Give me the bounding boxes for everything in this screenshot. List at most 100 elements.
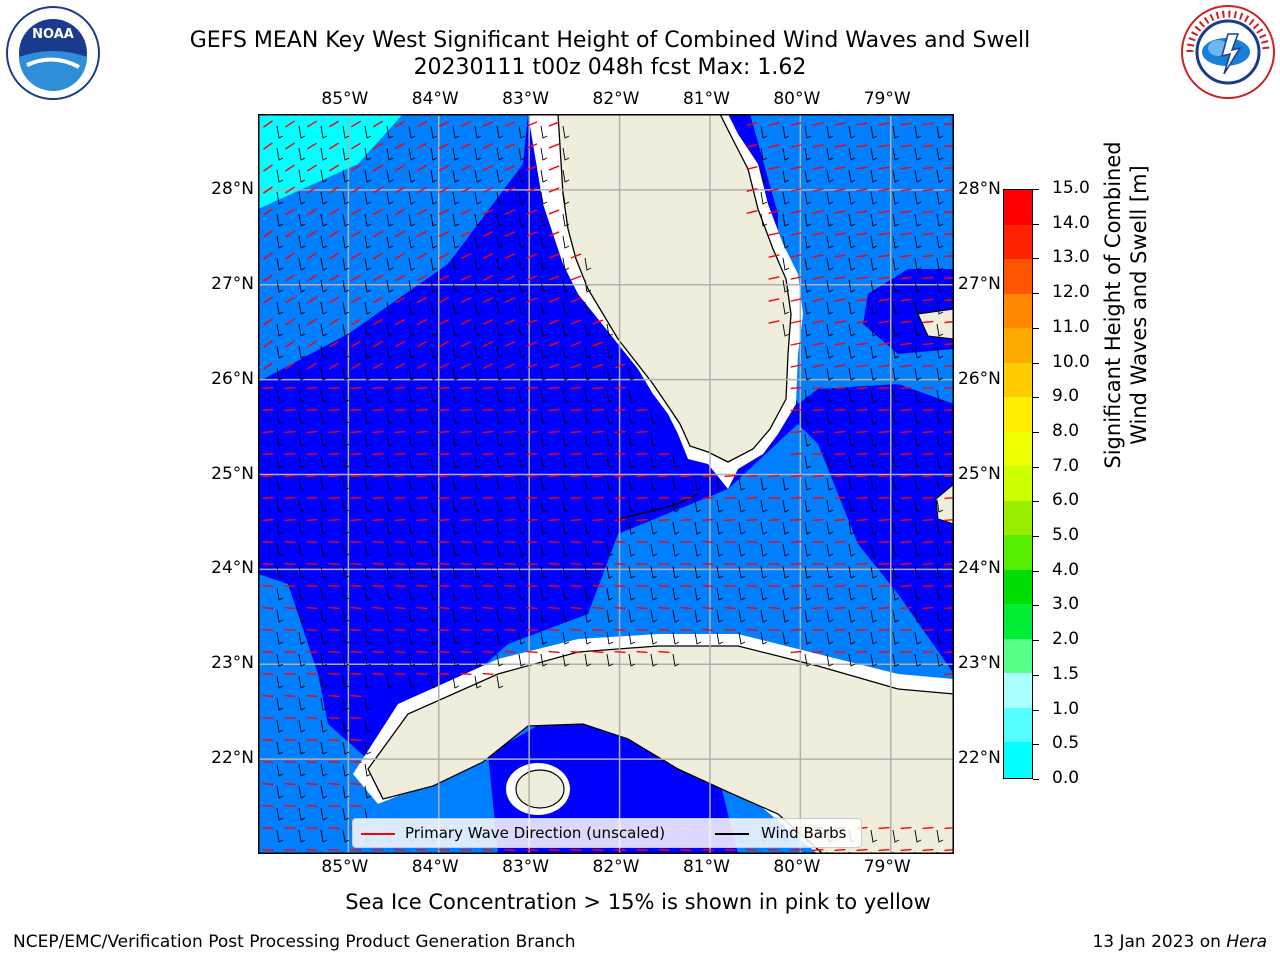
- wind-barb: [870, 323, 878, 337]
- wind-barb: [408, 125, 416, 139]
- wind-barb: [716, 521, 724, 535]
- wave-direction-arrow: [636, 518, 648, 522]
- wind-barb: [628, 565, 636, 579]
- wave-direction-arrow: [768, 474, 780, 478]
- wind-barb: [672, 477, 680, 491]
- wave-direction-arrow: [570, 474, 582, 478]
- wind-barb: [342, 741, 350, 755]
- wave-direction-arrow: [746, 540, 758, 544]
- wind-barb: [320, 741, 328, 755]
- wind-barb: [276, 741, 284, 755]
- wave-direction-arrow: [878, 606, 890, 610]
- wave-direction-arrow: [504, 231, 516, 237]
- wave-direction-arrow: [878, 254, 890, 258]
- wave-direction-arrow: [878, 584, 890, 588]
- wind-barb: [782, 543, 790, 557]
- wave-direction-arrow: [702, 474, 714, 478]
- wave-direction-arrow: [284, 650, 296, 654]
- wave-direction-arrow: [834, 430, 846, 434]
- colorbar: [1003, 189, 1033, 779]
- wind-barb: [584, 345, 592, 359]
- wind-barb: [452, 125, 460, 139]
- wind-barb: [496, 543, 504, 557]
- wave-direction-arrow: [372, 496, 384, 500]
- wave-direction-arrow: [592, 496, 604, 500]
- wind-barb: [496, 257, 504, 271]
- wind-barb: [826, 257, 834, 271]
- wave-direction-arrow: [328, 430, 340, 434]
- wave-direction-arrow: [306, 452, 318, 456]
- wind-barb: [804, 279, 812, 293]
- wind-barb: [914, 235, 922, 249]
- wave-direction-arrow: [460, 518, 472, 522]
- wave-direction-arrow: [306, 340, 318, 348]
- wind-barb: [386, 301, 394, 315]
- wave-direction-arrow: [416, 386, 428, 390]
- wave-direction-arrow: [350, 386, 362, 390]
- wind-barb: [584, 455, 592, 469]
- wind-barb: [452, 477, 460, 491]
- wave-direction-arrow: [328, 120, 340, 128]
- wind-barb: [320, 719, 328, 733]
- wave-direction-arrow: [416, 252, 428, 260]
- colorbar-segment: [1004, 224, 1032, 260]
- wind-barb: [936, 279, 944, 293]
- wind-barb: [870, 455, 878, 469]
- wave-direction-arrow: [570, 650, 582, 654]
- wind-barb: [364, 741, 372, 755]
- wind-barb: [826, 433, 834, 447]
- wave-direction-arrow: [416, 540, 428, 544]
- wave-direction-arrow: [460, 318, 472, 326]
- wind-barb: [694, 631, 702, 645]
- colorbar-tick-label: 7.0: [1052, 455, 1080, 476]
- wind-barb: [298, 301, 306, 315]
- wave-direction-arrow: [262, 606, 274, 610]
- wave-direction-arrow: [416, 408, 428, 412]
- wind-barb: [760, 147, 768, 161]
- wind-barb: [408, 235, 416, 249]
- wave-direction-arrow: [856, 474, 868, 478]
- wave-direction-arrow: [482, 253, 494, 259]
- wind-barb: [364, 191, 372, 205]
- wave-direction-arrow: [922, 320, 934, 324]
- wind-barb: [848, 235, 856, 249]
- wind-barb: [694, 565, 702, 579]
- colorbar-title: Significant Height of Combined Wind Wave…: [1100, 125, 1152, 485]
- wind-barb: [914, 829, 922, 843]
- wind-barb: [342, 367, 350, 381]
- wind-barb: [518, 499, 526, 513]
- colorbar-tick-mark: [1033, 293, 1039, 295]
- wave-direction-arrow: [504, 209, 516, 215]
- wind-barb: [386, 257, 394, 271]
- wave-direction-arrow: [438, 540, 450, 544]
- wave-direction-arrow: [372, 408, 384, 412]
- wave-direction-arrow: [394, 296, 406, 304]
- wave-direction-arrow: [285, 230, 295, 238]
- wave-direction-arrow: [746, 474, 758, 478]
- wind-barb: [892, 279, 900, 293]
- colorbar-tick-label: 6.0: [1052, 490, 1080, 511]
- colorbar-segment: [1004, 604, 1032, 640]
- footer-left: NCEP/EMC/Verification Post Processing Pr…: [13, 932, 576, 952]
- wave-direction-arrow: [350, 186, 362, 194]
- wind-barb: [408, 653, 416, 667]
- wave-direction-arrow: [285, 142, 295, 150]
- wind-barb: [562, 477, 570, 491]
- wind-barb: [804, 543, 812, 557]
- wave-direction-arrow: [834, 540, 846, 544]
- wave-direction-arrow: [350, 782, 362, 786]
- wind-barb: [804, 587, 812, 601]
- wave-direction-arrow: [284, 694, 296, 698]
- wave-direction-arrow: [372, 848, 384, 852]
- wave-direction-arrow: [790, 320, 802, 324]
- wind-barb: [518, 653, 526, 667]
- wave-direction-arrow: [614, 650, 626, 654]
- wave-direction-arrow: [438, 650, 450, 654]
- wind-barb: [870, 389, 878, 403]
- wind-barb: [914, 213, 922, 227]
- wind-barb: [936, 389, 944, 403]
- wave-direction-arrow: [328, 408, 340, 412]
- wind-barb: [364, 477, 372, 491]
- wave-direction-arrow: [350, 362, 362, 370]
- wave-direction-arrow: [526, 606, 538, 610]
